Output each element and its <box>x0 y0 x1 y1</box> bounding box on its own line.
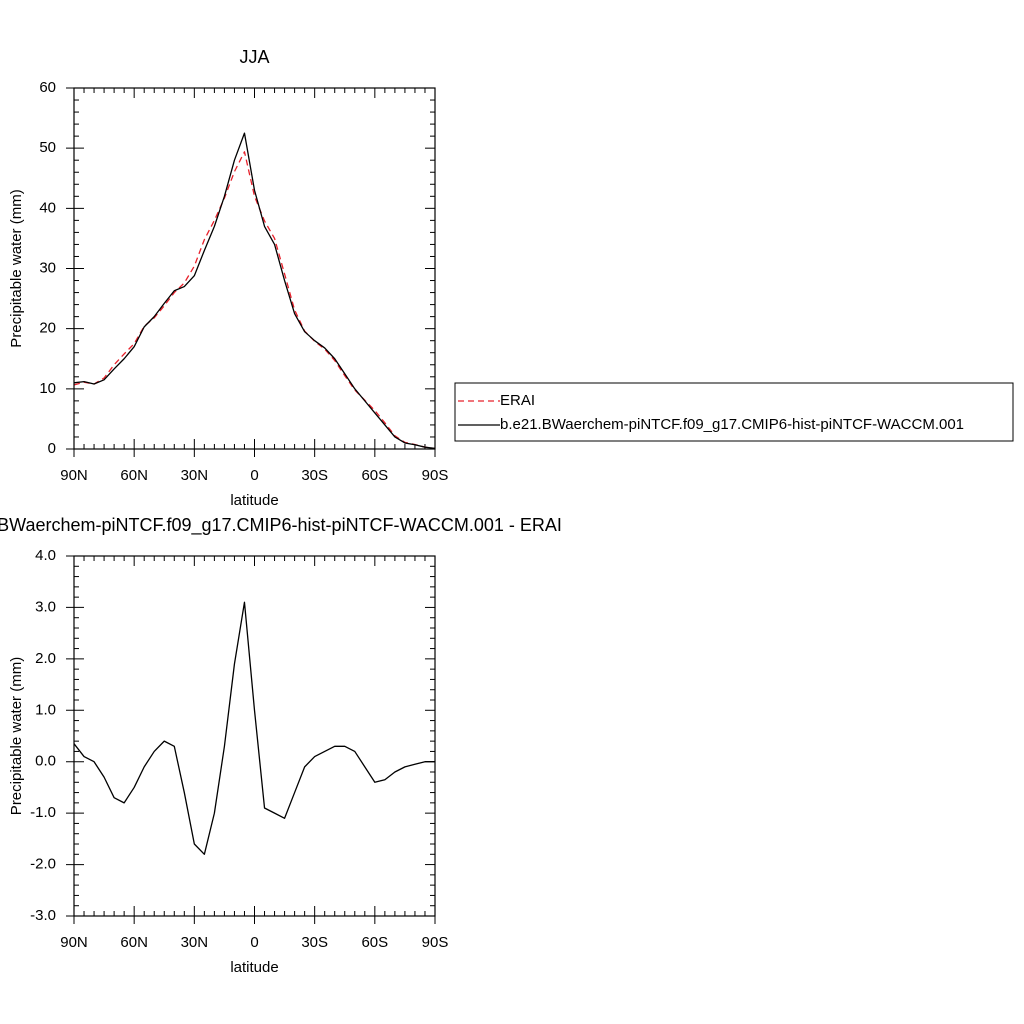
x-tick-label: 30S <box>301 467 328 484</box>
x-axis-label: latitude <box>230 492 278 509</box>
series-line <box>73 601 435 855</box>
y-tick-label: 10 <box>39 380 56 397</box>
x-tick-label: 60N <box>120 934 148 951</box>
y-tick-label: 2.0 <box>35 650 56 667</box>
x-tick-label: 0 <box>250 934 258 951</box>
y-tick-label: 1.0 <box>35 701 56 718</box>
legend-box <box>454 382 1014 442</box>
series-line <box>73 151 436 450</box>
legend-label: b.e21.BWaerchem-piNTCF.f09_g17.CMIP6-his… <box>500 416 964 433</box>
x-tick-label: 30N <box>181 934 209 951</box>
y-axis-label: Precipitable water (mm) <box>8 657 25 815</box>
x-tick-label: 90N <box>60 467 88 484</box>
y-axis-label: Precipitable water (mm) <box>8 189 25 347</box>
x-tick-label: 60N <box>120 467 148 484</box>
plot-frame <box>73 87 436 450</box>
y-tick-label: 3.0 <box>35 598 56 615</box>
y-tick-label: 30 <box>39 259 56 276</box>
y-tick-label: -1.0 <box>30 804 56 821</box>
x-tick-label: 60S <box>361 934 388 951</box>
x-tick-label: 90S <box>422 467 449 484</box>
x-axis-label: latitude <box>230 959 278 976</box>
series-line <box>73 132 436 450</box>
x-tick-label: 30N <box>181 467 209 484</box>
x-tick-label: 90N <box>60 934 88 951</box>
y-tick-label: 0.0 <box>35 753 56 770</box>
legend-label: ERAI <box>500 392 535 409</box>
y-tick-label: 60 <box>39 79 56 96</box>
y-tick-label: 4.0 <box>35 547 56 564</box>
y-tick-label: 20 <box>39 320 56 337</box>
x-tick-label: 0 <box>250 467 258 484</box>
x-tick-label: 90S <box>422 934 449 951</box>
chart-title: b.e21.BWaerchem-piNTCF.f09_g17.CMIP6-his… <box>0 515 562 536</box>
chart-title: JJA <box>239 47 269 67</box>
x-tick-label: 30S <box>301 934 328 951</box>
y-tick-label: -2.0 <box>30 856 56 873</box>
plot-frame <box>73 555 436 917</box>
y-tick-label: -3.0 <box>30 907 56 924</box>
x-tick-label: 60S <box>361 467 388 484</box>
y-tick-label: 0 <box>48 440 56 457</box>
y-tick-label: 40 <box>39 199 56 216</box>
y-tick-label: 50 <box>39 139 56 156</box>
